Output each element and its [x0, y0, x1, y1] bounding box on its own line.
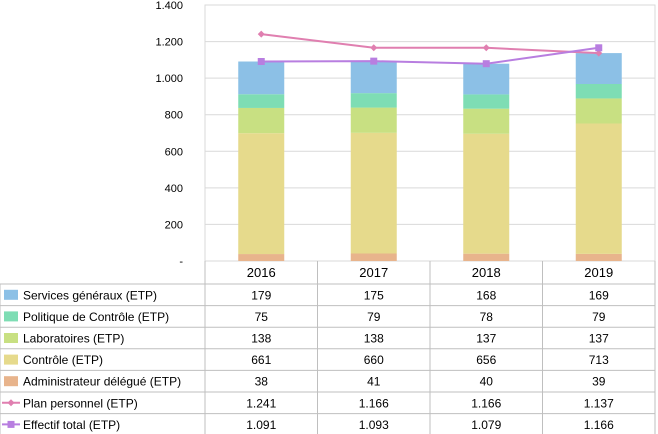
bar-segment: [350, 61, 397, 94]
legend-swatch: [4, 376, 18, 387]
table-cell-value: 39: [592, 375, 606, 389]
table-cell-value: 137: [476, 332, 496, 346]
table-cell-value: 78: [480, 310, 494, 324]
y-axis: - 200 400 600 800 1.000 1.200 1.400: [155, 0, 183, 268]
table-cell-value: 179: [251, 288, 271, 302]
bar-segment: [350, 253, 397, 261]
line-point: [595, 49, 603, 57]
line-point: [482, 44, 490, 52]
table-cell-value: 75: [255, 310, 269, 324]
table-cell-value: 79: [367, 310, 381, 324]
table-cell-value: 38: [255, 375, 269, 389]
category-label: 2017: [359, 265, 388, 280]
table-cell-value: 137: [589, 332, 609, 346]
table-cell-value: 79: [592, 310, 606, 324]
bar-segment: [575, 253, 622, 261]
series-name: Laboratoires (ETP): [23, 332, 124, 346]
line-point: [482, 60, 490, 68]
y-tick-label: 1.400: [155, 0, 183, 12]
bar-segment: [350, 132, 397, 254]
line-point: [370, 57, 378, 65]
table-cell-value: 138: [251, 332, 271, 346]
bar-segment: [238, 94, 285, 108]
category-label: 2019: [584, 265, 613, 280]
bar-segment: [238, 254, 285, 261]
line-point: [370, 44, 378, 52]
table-cell-value: 1.079: [471, 418, 501, 432]
series-line: [261, 46, 599, 65]
series-name: Effectif total (ETP): [23, 418, 120, 432]
category-label: 2018: [472, 265, 501, 280]
table-cell-value: 656: [476, 353, 496, 367]
y-tick-label: -: [179, 256, 183, 268]
bar-segment: [350, 107, 397, 133]
bar-segment: [575, 98, 622, 124]
legend-swatch: [4, 333, 18, 343]
bar-segment: [575, 83, 622, 99]
bar-segment: [575, 123, 622, 254]
table-cell-value: 1.166: [471, 396, 501, 410]
data-table: 2016 2017 2018 2019 Services généraux (ETP) 1…: [0, 261, 656, 434]
table-cell-value: 661: [251, 353, 271, 367]
table-cell-value: 169: [589, 288, 609, 302]
table-cell-value: 1.166: [584, 418, 614, 432]
series-line: [261, 33, 599, 55]
bar-segment: [463, 253, 510, 261]
table-cell-value: 168: [476, 288, 496, 302]
y-tick-label: 200: [165, 219, 183, 231]
table-cell-value: 175: [364, 288, 384, 302]
bar-segment: [238, 61, 285, 95]
line-series-group: [257, 30, 603, 68]
table-cell-value: 1.137: [584, 396, 614, 410]
series-name: Services généraux (ETP): [23, 288, 157, 302]
legend-swatch: [4, 354, 18, 365]
legend-marker: [7, 399, 15, 407]
line-point: [257, 30, 265, 38]
bar-stack-group: [238, 53, 622, 261]
y-tick-label: 800: [165, 110, 183, 122]
bar-segment: [463, 108, 510, 134]
bar-segment: [463, 133, 510, 254]
series-name: Contrôle (ETP): [23, 353, 103, 367]
line-point: [595, 44, 603, 52]
table-cell-value: 1.166: [359, 396, 389, 410]
series-name: Plan personnel (ETP): [23, 396, 138, 410]
category-label: 2016: [247, 265, 276, 280]
bar-segment: [350, 93, 397, 108]
table-cell-value: 138: [364, 332, 384, 346]
table-cell-value: 41: [367, 375, 381, 389]
legend-swatch: [4, 289, 18, 300]
bar-segment: [463, 94, 510, 109]
table-cell-value: 713: [589, 353, 609, 367]
table-cell-value: 1.091: [246, 418, 276, 432]
table-cell-value: 40: [480, 375, 494, 389]
series-name: Politique de Contrôle (ETP): [23, 310, 169, 324]
table-cell-value: 660: [364, 353, 384, 367]
table-cell-value: 1.241: [246, 396, 276, 410]
series-name: Administrateur délégué (ETP): [23, 375, 181, 389]
y-tick-label: 400: [165, 183, 183, 195]
y-tick-label: 1.200: [155, 37, 183, 49]
line-point: [257, 58, 265, 66]
legend-swatch: [4, 311, 18, 322]
y-tick-label: 600: [165, 146, 183, 158]
bar-segment: [238, 133, 285, 255]
table-cell-value: 1.093: [359, 418, 389, 432]
legend-marker: [7, 420, 15, 428]
bar-segment: [575, 53, 622, 84]
y-tick-label: 1.000: [155, 73, 183, 85]
bar-segment: [463, 63, 510, 95]
bar-segment: [238, 107, 285, 134]
